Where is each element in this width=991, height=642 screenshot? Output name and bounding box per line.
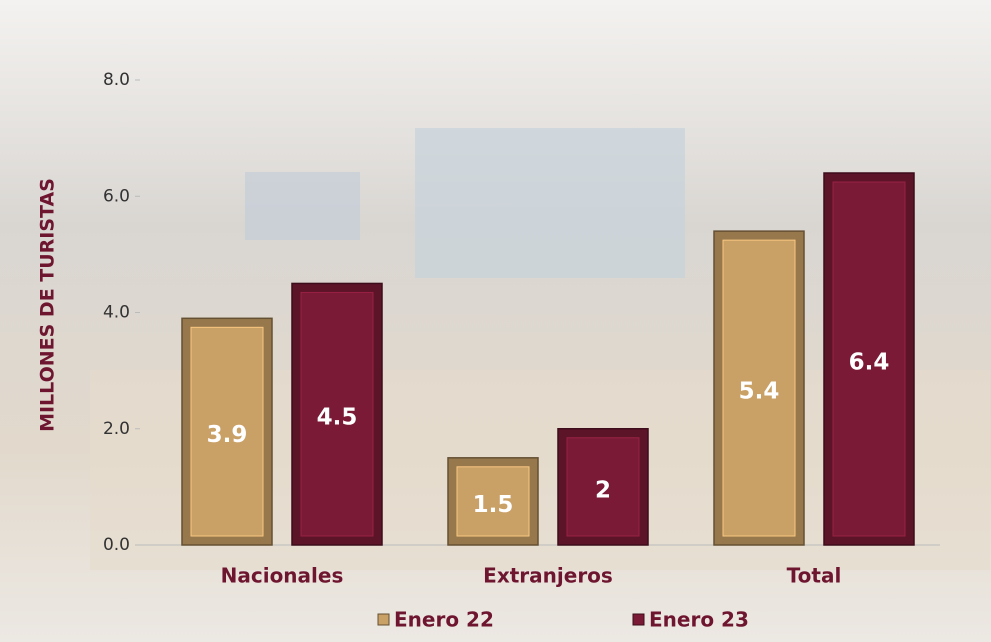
value-label: 4.5 [317,405,358,431]
legend-swatch [377,613,390,626]
bar-face [722,239,796,537]
value-label: 3.9 [207,422,248,448]
y-tick-label: 8.0 [103,70,130,90]
bar-face [190,326,264,537]
y-tick-label: 6.0 [103,186,130,206]
value-label: 2 [595,477,611,503]
y-tick-label: 4.0 [103,303,130,323]
x-tick-label: Total [787,564,842,588]
x-tick-label: Nacionales [221,564,344,588]
legend-swatch [632,613,645,626]
value-label: 5.4 [739,379,780,405]
value-label: 1.5 [473,492,514,518]
legend-label: Enero 22 [394,608,494,632]
background-screen [245,172,360,240]
y-tick-label: 2.0 [103,419,130,439]
x-tick-label: Extranjeros [483,564,613,588]
y-axis-label: MILLONES DE TURISTAS [37,178,59,432]
bar-face [456,466,530,537]
bar-face [566,437,640,537]
bar-face [832,181,906,537]
legend-label: Enero 23 [649,608,749,632]
value-label: 6.4 [849,350,890,376]
background-screen [415,128,685,278]
bar-face [300,291,374,537]
y-tick-label: 0.0 [103,535,130,555]
